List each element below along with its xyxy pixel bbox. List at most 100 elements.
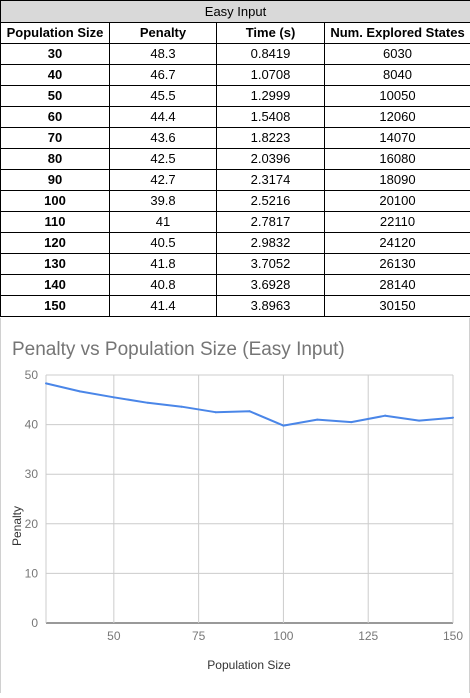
cell-penalty: 46.7 xyxy=(110,65,217,86)
cell-population-size: 120 xyxy=(1,233,110,254)
cell-time: 2.7817 xyxy=(217,212,325,233)
cell-explored-states: 16080 xyxy=(325,149,470,170)
cell-population-size: 150 xyxy=(1,296,110,317)
data-point xyxy=(350,421,352,423)
x-axis-label: Population Size xyxy=(207,658,291,672)
data-point xyxy=(384,415,386,417)
cell-explored-states: 26130 xyxy=(325,254,470,275)
cell-time: 1.5408 xyxy=(217,107,325,128)
data-point xyxy=(215,411,217,413)
column-header-penalty: Penalty xyxy=(110,23,217,44)
chart-left-edge xyxy=(0,318,1,693)
cell-explored-states: 20100 xyxy=(325,191,470,212)
column-header-time: Time (s) xyxy=(217,23,325,44)
cell-time: 1.0708 xyxy=(217,65,325,86)
cell-population-size: 50 xyxy=(1,86,110,107)
table-caption-row: Easy Input xyxy=(1,1,470,23)
series-layer xyxy=(45,382,454,426)
cell-explored-states: 6030 xyxy=(325,44,470,65)
cell-penalty: 40.5 xyxy=(110,233,217,254)
cell-population-size: 90 xyxy=(1,170,110,191)
cell-time: 3.6928 xyxy=(217,275,325,296)
cell-penalty: 39.8 xyxy=(110,191,217,212)
cell-population-size: 130 xyxy=(1,254,110,275)
table-caption: Easy Input xyxy=(1,1,470,23)
cell-population-size: 80 xyxy=(1,149,110,170)
cell-explored-states: 12060 xyxy=(325,107,470,128)
table-header-row: Population Size Penalty Time (s) Num. Ex… xyxy=(1,23,470,44)
line-chart: Penalty vs Population Size (Easy Input) … xyxy=(0,318,470,693)
y-tick-label: 10 xyxy=(25,566,39,580)
data-point xyxy=(282,425,284,427)
cell-time: 2.5216 xyxy=(217,191,325,212)
penalty-series-line xyxy=(46,383,453,425)
y-tick-label: 40 xyxy=(25,418,39,432)
chart-title: Penalty vs Population Size (Easy Input) xyxy=(12,339,345,360)
data-point xyxy=(452,417,454,419)
y-tick-label: 50 xyxy=(25,368,39,382)
cell-explored-states: 14070 xyxy=(325,128,470,149)
x-tick-label: 50 xyxy=(107,629,121,643)
y-axis-label: Penalty xyxy=(10,506,24,546)
cell-penalty: 45.5 xyxy=(110,86,217,107)
cell-explored-states: 28140 xyxy=(325,275,470,296)
data-point xyxy=(45,382,47,384)
data-point xyxy=(181,406,183,408)
cell-time: 2.3174 xyxy=(217,170,325,191)
column-header-population: Population Size xyxy=(1,23,110,44)
cell-penalty: 42.5 xyxy=(110,149,217,170)
x-tick-label: 75 xyxy=(192,629,206,643)
chart-container: Penalty vs Population Size (Easy Input) … xyxy=(0,318,470,693)
y-tick-label: 30 xyxy=(25,467,39,481)
cell-explored-states: 22110 xyxy=(325,212,470,233)
column-header-explored-states: Num. Explored States xyxy=(325,23,470,44)
cell-time: 2.0396 xyxy=(217,149,325,170)
cell-time: 3.8963 xyxy=(217,296,325,317)
cell-penalty: 41 xyxy=(110,212,217,233)
data-point xyxy=(147,402,149,404)
cell-time: 3.7052 xyxy=(217,254,325,275)
cell-explored-states: 30150 xyxy=(325,296,470,317)
cell-time: 1.2999 xyxy=(217,86,325,107)
cell-population-size: 140 xyxy=(1,275,110,296)
cell-penalty: 41.8 xyxy=(110,254,217,275)
cell-penalty: 48.3 xyxy=(110,44,217,65)
y-tick-label: 20 xyxy=(25,517,39,531)
cell-penalty: 43.6 xyxy=(110,128,217,149)
cell-explored-states: 18090 xyxy=(325,170,470,191)
cell-population-size: 70 xyxy=(1,128,110,149)
cell-time: 2.9832 xyxy=(217,233,325,254)
cell-explored-states: 24120 xyxy=(325,233,470,254)
cell-population-size: 60 xyxy=(1,107,110,128)
cell-population-size: 40 xyxy=(1,65,110,86)
cell-population-size: 100 xyxy=(1,191,110,212)
cell-penalty: 44.4 xyxy=(110,107,217,128)
data-point xyxy=(113,396,115,398)
cell-population-size: 30 xyxy=(1,44,110,65)
cell-explored-states: 10050 xyxy=(325,86,470,107)
data-point xyxy=(316,419,318,421)
cell-time: 0.8419 xyxy=(217,44,325,65)
cell-penalty: 42.7 xyxy=(110,170,217,191)
y-tick-label: 0 xyxy=(31,616,38,630)
spreadsheet-table-region: Easy Input Population Size Penalty Time … xyxy=(0,0,470,317)
data-point xyxy=(418,420,420,422)
cell-penalty: 41.4 xyxy=(110,296,217,317)
data-point xyxy=(249,410,251,412)
results-table: Easy Input Population Size Penalty Time … xyxy=(0,0,470,317)
data-point xyxy=(79,390,81,392)
cell-time: 1.8223 xyxy=(217,128,325,149)
